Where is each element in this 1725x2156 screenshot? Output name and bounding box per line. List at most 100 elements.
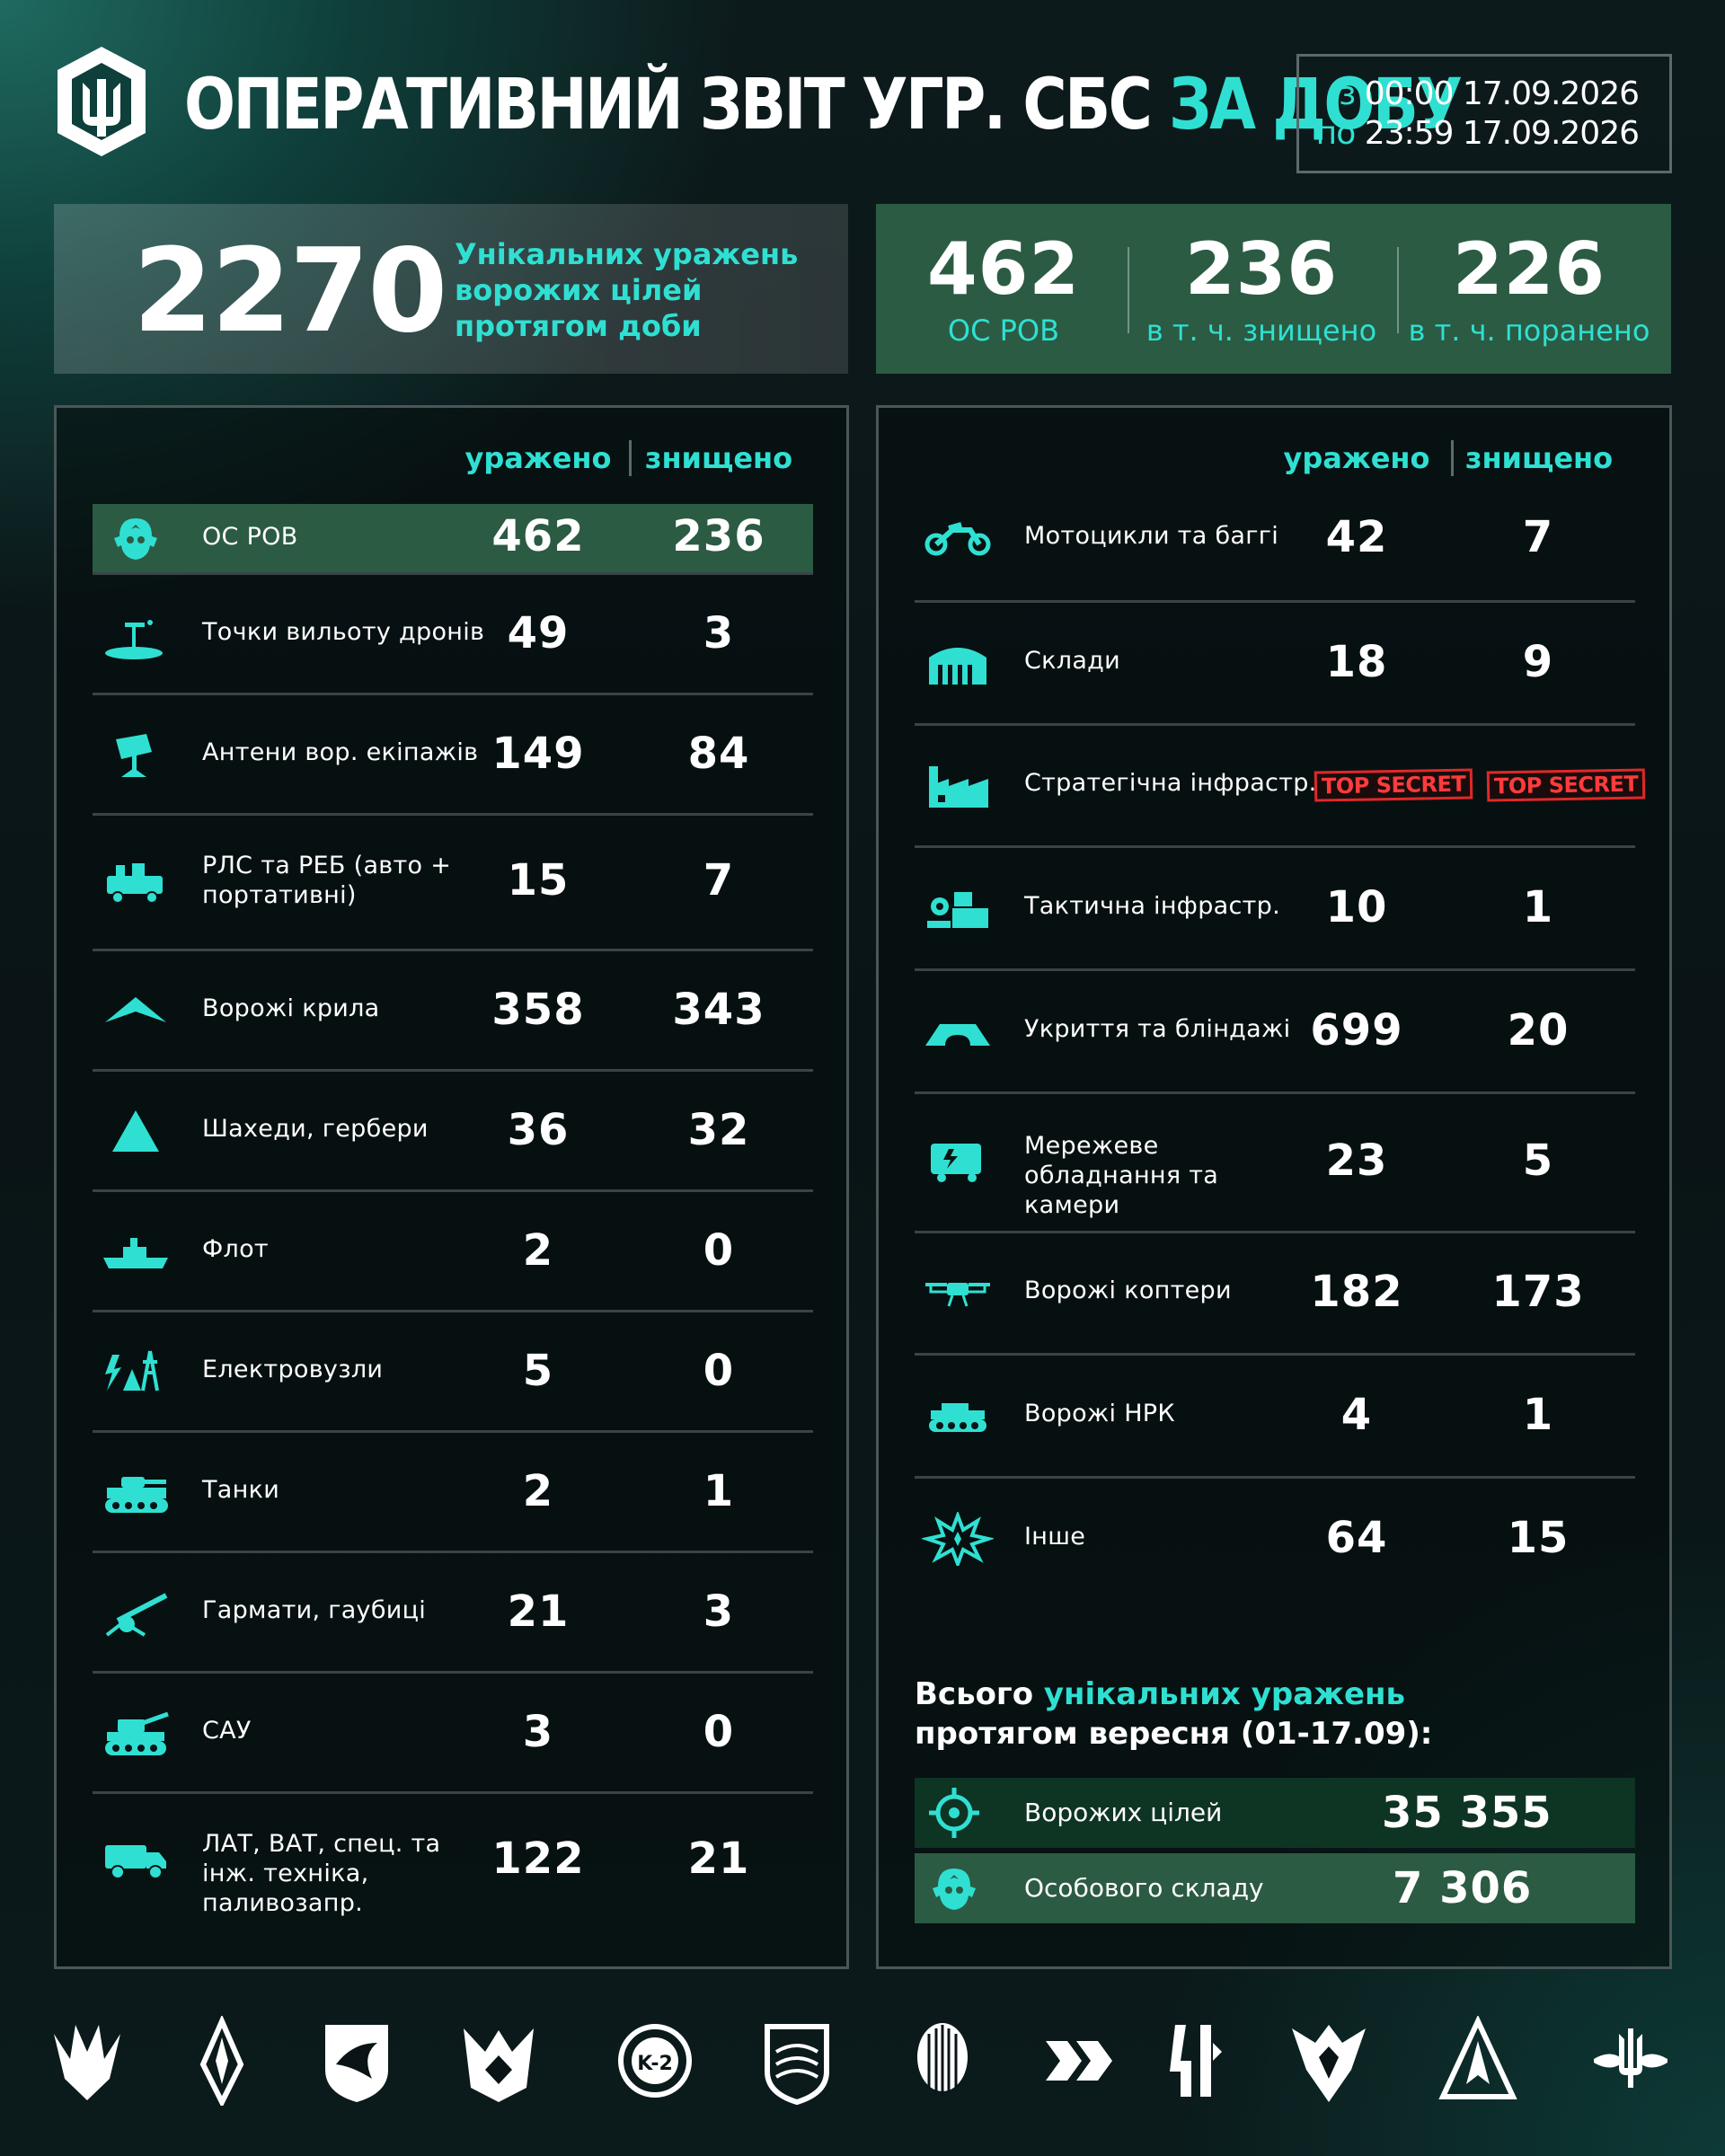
row-divider: [93, 1069, 813, 1072]
row-label: Шахеди, гербери: [202, 1115, 429, 1143]
row-power-nodes: Електровузли 5 0: [93, 1310, 813, 1430]
row-destroyed-value: 173: [1491, 1267, 1585, 1317]
row-divider: [915, 968, 1635, 971]
sau-icon: [105, 1711, 169, 1755]
row-label: Склади: [1024, 647, 1120, 675]
row-shelters: Укриття та бліндажі 699 20: [915, 968, 1635, 1091]
personnel-total-label: ОС РОВ: [947, 314, 1060, 348]
unit-emblem-1-icon: [54, 2025, 120, 2100]
personnel-destroyed-value: 236: [1185, 227, 1338, 311]
date-range-box: з 00:00 17.09.2026 по 23:59 17.09.2026: [1296, 54, 1672, 173]
row-hit-value: 21: [507, 1586, 570, 1637]
personnel-destroyed-label: в т. ч. знищено: [1146, 314, 1377, 348]
unique-hits-card: 2270 Унікальних уражень ворожих цілей пр…: [54, 204, 848, 374]
totals-label: Особового складу: [1024, 1873, 1264, 1903]
tank-icon: [105, 1477, 168, 1513]
row-other: Інше 64 15: [915, 1476, 1635, 1599]
quadcopter-icon: [925, 1283, 990, 1307]
row-label: ОС РОВ: [202, 523, 298, 551]
row-divider: [915, 1353, 1635, 1356]
row-divider: [93, 1310, 813, 1312]
unit-emblem-4-icon: [464, 2028, 534, 2102]
row-label: Укриття та бліндажі: [1024, 1015, 1291, 1043]
soldier-icon: [114, 518, 157, 560]
row-label: Гармати, гаубиці: [202, 1596, 427, 1624]
totals-label: Ворожих цілей: [1024, 1798, 1223, 1827]
wing-drone-icon: [105, 997, 166, 1022]
unit-emblem-11-icon: [1438, 2016, 1517, 2099]
left-panel: уражено знищено ОС РОВ 462 236 Точки вил…: [54, 405, 849, 1969]
row-hit-value: 36: [507, 1105, 570, 1155]
row-label: Мережеве обладнання та камери: [1024, 1132, 1219, 1219]
totals-title-accent: унікальних уражень: [1043, 1676, 1406, 1712]
personnel-total-value: 462: [927, 227, 1080, 311]
row-label: Інше: [1024, 1523, 1086, 1551]
truck-icon: [105, 1845, 166, 1879]
row-divider: [93, 572, 813, 575]
row-radar-ew: РЛС та РЕБ (авто + портативні) 15 7: [93, 813, 813, 949]
row-divider: [915, 845, 1635, 848]
column-divider: [1451, 440, 1454, 476]
row-divider: [915, 600, 1635, 603]
column-header-destroyed: знищено: [1464, 441, 1614, 475]
unit-emblem-9-icon: [1170, 2025, 1222, 2097]
row-label: ЛАТ, ВАТ, спец. та інж. техніка, паливоз…: [202, 1830, 441, 1917]
row-label: САУ: [202, 1717, 252, 1745]
unique-hits-label: Унікальних уражень ворожих цілей протяго…: [455, 237, 799, 343]
row-hit-value: 64: [1325, 1513, 1388, 1563]
unit-emblem-3-icon: [325, 2025, 388, 2102]
row-divider: [93, 1791, 813, 1794]
row-destroyed-value: 20: [1507, 1005, 1570, 1056]
row-divider: [93, 1671, 813, 1674]
row-label: Антени вор. екіпажів: [202, 738, 479, 766]
row-destroyed-value: 1: [1522, 882, 1554, 932]
warehouse-icon: [929, 648, 986, 685]
soldier-icon: [933, 1869, 976, 1910]
row-guns: Гармати, гаубиці 21 3: [93, 1551, 813, 1671]
row-hit-value: 122: [491, 1833, 585, 1884]
date-to: по 23:59 17.09.2026: [1299, 114, 1640, 154]
date-from: з 00:00 17.09.2026: [1299, 75, 1640, 114]
title-main: ОПЕРАТИВНИЙ ЗВІТ УГР. СБС: [184, 65, 1170, 146]
row-hit-value: 699: [1310, 1005, 1403, 1056]
personnel-wounded-value: 226: [1453, 227, 1606, 311]
unit-emblem-5-icon: K-2: [618, 2024, 692, 2098]
row-hit-value: 42: [1325, 512, 1388, 562]
row-destroyed-value: 0: [703, 1225, 735, 1276]
totals-row-targets: Ворожих цілей 35 355: [915, 1778, 1635, 1848]
row-network-equipment: Мережеве обладнання та камери 23 5: [915, 1091, 1635, 1231]
ugv-icon: [929, 1403, 986, 1432]
row-hit-value: 462: [491, 511, 585, 561]
row-destroyed-value: 1: [1522, 1390, 1554, 1440]
row-label: Ворожі коптери: [1024, 1277, 1232, 1304]
right-panel: уражено знищено Мотоцикли та баггі 42 7 …: [876, 405, 1672, 1969]
row-destroyed-value: 21: [687, 1833, 750, 1884]
row-os-rov: ОС РОВ 462 236: [93, 504, 813, 572]
bunker-icon: [925, 1024, 990, 1046]
row-tactical-infra: Тактична інфрастр. 10 1: [915, 845, 1635, 968]
date-from-value: 00:00 17.09.2026: [1364, 75, 1640, 112]
row-divider: [93, 1551, 813, 1553]
row-destroyed-value: 343: [672, 985, 765, 1035]
totals-title-b: протягом вересня (01-17.09):: [915, 1716, 1433, 1752]
unit-emblem-12-icon: [1594, 2028, 1668, 2088]
row-shaheds: Шахеди, гербери 36 32: [93, 1069, 813, 1189]
column-header-destroyed: знищено: [644, 441, 793, 475]
column-header-hit: уражено: [464, 441, 612, 475]
row-hit-value: 4: [1340, 1390, 1373, 1440]
row-label: Флот: [202, 1235, 269, 1263]
row-label: Тактична інфрастр.: [1024, 892, 1280, 920]
factory-icon: [929, 766, 988, 808]
row-destroyed-value: 32: [687, 1105, 750, 1155]
row-destroyed-value: 15: [1507, 1513, 1570, 1563]
row-divider: [93, 1430, 813, 1433]
unique-hits-value: 2270: [133, 225, 447, 358]
column-header-hit: уражено: [1283, 441, 1430, 475]
row-divider: [915, 1091, 1635, 1094]
row-destroyed-value: 7: [1522, 512, 1554, 562]
row-label: Точки вильоту дронів: [202, 618, 485, 646]
column-divider: [629, 440, 632, 476]
unit-emblem-6-icon: [765, 2024, 829, 2106]
row-destroyed-value: 7: [703, 855, 735, 906]
right-rows: Мотоцикли та баггі 42 7 Склади 18 9 Стра…: [915, 489, 1646, 1567]
